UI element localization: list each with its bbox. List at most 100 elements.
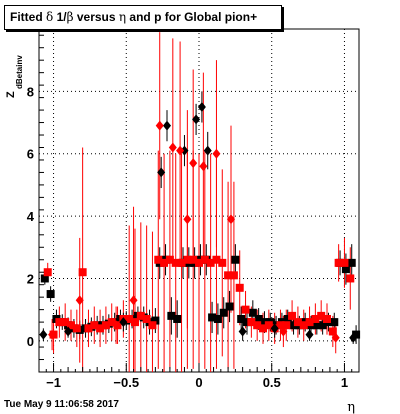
data-point-diamond	[189, 158, 198, 169]
data-point-square	[107, 318, 116, 327]
data-point-diamond	[279, 326, 288, 337]
data-point-diamond	[112, 320, 121, 331]
y-axis-label-subscript: dBetainv	[15, 55, 24, 89]
data-point-square	[78, 268, 87, 277]
data-point-diamond	[331, 332, 340, 343]
data-point-square	[231, 255, 240, 264]
data-point-square	[189, 255, 198, 264]
data-point-square	[317, 311, 326, 320]
y-axis-label: Z dBetainv	[5, 55, 24, 98]
data-point-square	[283, 314, 292, 323]
data-point-square	[254, 314, 263, 323]
x-tick-label: −1	[46, 375, 61, 390]
data-point-square	[67, 321, 75, 330]
beta-symbol: β	[66, 10, 74, 24]
data-point-diamond	[155, 120, 164, 131]
data-point-square	[61, 318, 70, 327]
data-point-square	[235, 283, 244, 292]
axes: −1 −0.5 0 0.5 1 0 2 4 6 8	[27, 34, 360, 390]
timestamp: Tue May 9 11:06:58 2017	[4, 399, 119, 410]
y-tick-label: 6	[27, 147, 34, 162]
data-point-square	[340, 258, 349, 267]
data-point-square	[293, 318, 302, 327]
data-point-square	[352, 330, 361, 339]
data-points	[39, 32, 361, 372]
data-point-square	[218, 258, 227, 267]
data-point-square	[328, 327, 337, 336]
data-point-square	[213, 314, 222, 323]
data-point-square	[311, 314, 320, 323]
data-point-square	[288, 311, 297, 320]
data-point-diamond	[64, 326, 73, 337]
data-point-square	[219, 308, 228, 317]
data-point-square	[84, 324, 93, 333]
data-point-square	[334, 258, 343, 267]
data-point-diamond	[203, 145, 212, 156]
data-point-square	[305, 318, 314, 327]
y-tick-label: 2	[27, 271, 34, 286]
data-point-square	[142, 314, 151, 323]
data-point-diamond	[227, 214, 235, 225]
data-point-square	[289, 321, 298, 330]
data-point-square	[151, 316, 160, 325]
data-point-square	[195, 258, 203, 267]
data-point-diamond	[129, 295, 138, 306]
data-point-square	[173, 314, 182, 323]
title-suffix: and p for Global pion+	[126, 10, 258, 24]
data-point-square	[253, 321, 262, 330]
data-point-square	[224, 271, 233, 280]
data-point-square	[341, 265, 350, 274]
data-point-square	[154, 255, 163, 264]
data-point-diamond	[197, 101, 206, 112]
data-point-diamond	[48, 329, 57, 340]
data-point-square	[46, 290, 55, 299]
data-point-square	[206, 258, 215, 267]
data-point-square	[131, 318, 139, 327]
data-point-diamond	[119, 317, 128, 328]
data-point-diamond	[212, 148, 221, 159]
y-tick-label: 0	[27, 334, 34, 349]
data-point-square	[243, 318, 251, 327]
data-point-square	[241, 305, 250, 314]
data-point-square	[299, 321, 308, 330]
data-point-square	[330, 318, 339, 327]
data-point-square	[96, 324, 105, 333]
title-prefix: Fitted	[10, 10, 46, 24]
data-point-square	[259, 324, 267, 333]
data-point-diamond	[157, 167, 166, 178]
data-point-square	[125, 314, 134, 323]
data-point-square	[247, 318, 256, 327]
x-axis-label: η	[347, 400, 355, 414]
data-point-square	[212, 255, 221, 264]
title-middle: 1/	[53, 10, 67, 24]
delta-symbol: δ	[46, 10, 54, 24]
y-axis-label-main: Z	[5, 91, 17, 98]
data-point-diamond	[183, 214, 192, 225]
data-point-square	[347, 258, 356, 267]
data-point-square	[90, 321, 99, 330]
data-point-square	[200, 255, 209, 264]
data-point-square	[282, 321, 291, 330]
data-point-square	[208, 313, 217, 322]
x-tick-label: 1	[341, 375, 348, 390]
plot-title: Fitted δ 1/β versus η and p for Global p…	[4, 5, 282, 30]
data-point-square	[40, 274, 49, 283]
data-point-square	[229, 271, 238, 280]
data-point-square	[177, 258, 186, 267]
title-versus: versus	[73, 10, 119, 24]
data-point-square	[264, 321, 273, 330]
data-point-square	[101, 321, 110, 330]
y-tick-label: 8	[27, 84, 34, 99]
data-point-square	[312, 321, 321, 330]
data-point-square	[136, 311, 145, 320]
data-point-square	[346, 274, 355, 283]
data-point-square	[248, 308, 257, 317]
y-tick-label: 4	[27, 209, 35, 224]
data-point-square	[72, 324, 81, 333]
data-point-diamond	[238, 326, 247, 337]
data-point-square	[276, 321, 285, 330]
data-point-square	[237, 314, 246, 323]
data-point-square	[318, 321, 327, 330]
x-tick-label: 0	[195, 375, 202, 390]
